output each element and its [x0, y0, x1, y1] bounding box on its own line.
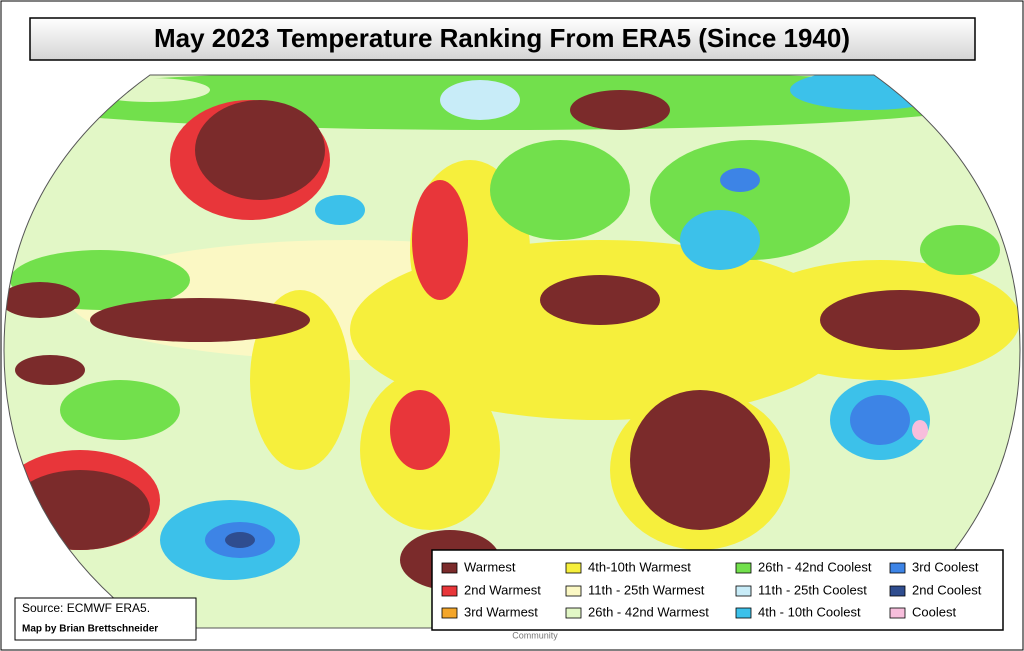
map-region [90, 298, 310, 342]
legend-label: Warmest [464, 559, 516, 574]
legend-swatch [889, 607, 906, 619]
legend-swatch [889, 585, 906, 597]
legend-swatch [735, 562, 752, 574]
legend-swatch [889, 562, 906, 574]
map-regions [4, 75, 1020, 590]
map-region [440, 80, 520, 120]
map-region [720, 168, 760, 192]
legend-label: 3rd Coolest [912, 559, 979, 574]
legend: Warmest 4th-10th Warmest 26th - 42nd Coole… [441, 559, 982, 619]
legend-label: 3rd Warmest [464, 604, 538, 619]
map-region [195, 100, 325, 200]
attribution: Community [512, 630, 558, 640]
legend-label: 26th - 42nd Coolest [758, 559, 872, 574]
title-box [29, 17, 976, 61]
map-region [390, 390, 450, 470]
map [4, 75, 1020, 628]
map-region [570, 90, 670, 130]
legend-label: 2nd Warmest [464, 582, 541, 597]
map-region [850, 395, 910, 445]
legend-label: 4th-10th Warmest [588, 559, 691, 574]
map-region [540, 275, 660, 325]
credit: Map by Brian Brettschneider [22, 624, 158, 635]
map-region [60, 380, 180, 440]
legend-swatch [735, 607, 752, 619]
map-region [920, 225, 1000, 275]
map-region [15, 355, 85, 385]
map-region [912, 420, 928, 440]
legend-swatch [441, 607, 458, 619]
legend-swatch [441, 562, 458, 574]
source: Source: ECMWF ERA5. [22, 601, 150, 615]
map-region [4, 282, 80, 318]
title: May 2023 Temperature Ranking From ERA5 (… [154, 23, 850, 53]
legend-swatch [441, 585, 458, 597]
source-box [14, 597, 197, 641]
map-region [680, 210, 760, 270]
map-region [225, 532, 255, 548]
legend-swatch [565, 562, 582, 574]
legend-label: 4th - 10th Coolest [758, 604, 861, 619]
legend-label: 26th - 42nd Warmest [588, 604, 709, 619]
legend-swatch [565, 607, 582, 619]
legend-label: Coolest [912, 604, 956, 619]
map-region [490, 140, 630, 240]
legend-box [431, 549, 1004, 631]
legend-swatch [735, 585, 752, 597]
legend-swatch [565, 585, 582, 597]
map-region [412, 180, 468, 300]
legend-label: 11th - 25th Warmest [588, 582, 705, 597]
legend-label: 2nd Coolest [912, 582, 982, 597]
map-region [630, 390, 770, 530]
map-region [315, 195, 365, 225]
map-region [820, 290, 980, 350]
legend-label: 11th - 25th Coolest [758, 582, 867, 597]
